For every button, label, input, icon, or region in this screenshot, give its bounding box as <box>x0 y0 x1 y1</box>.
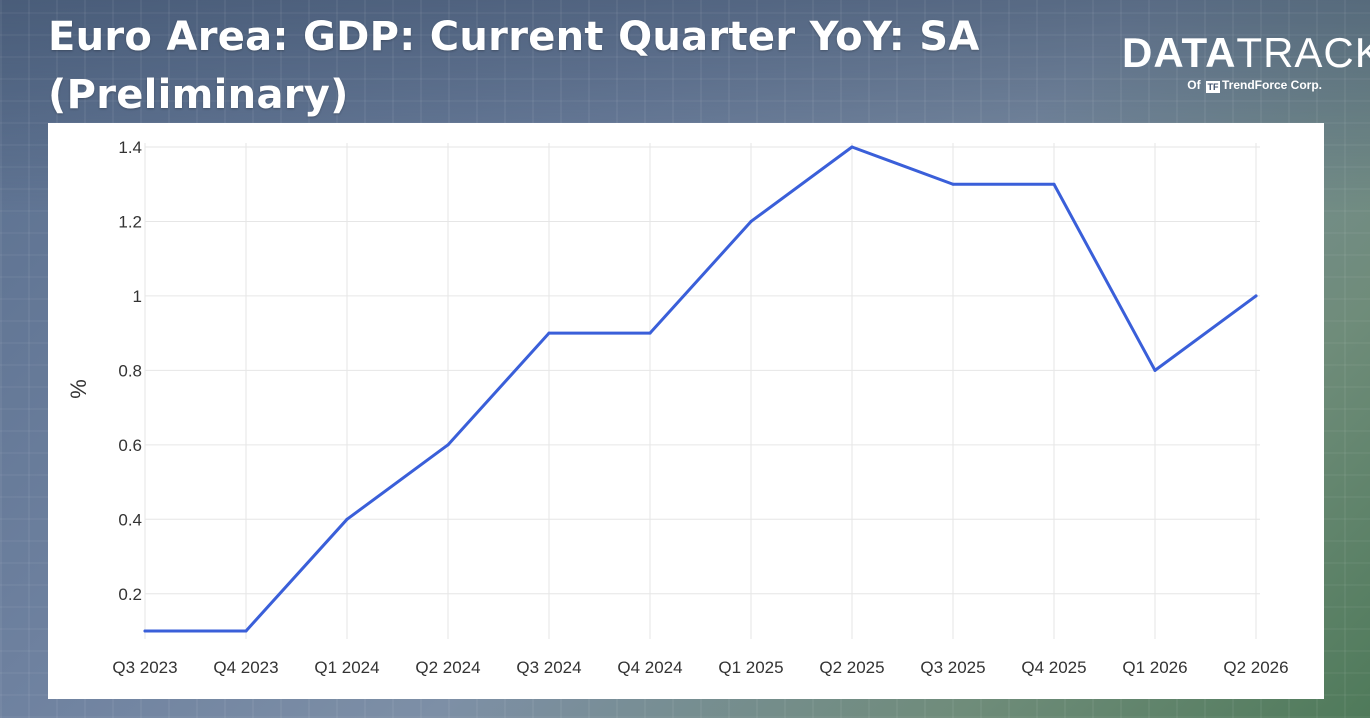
x-tick-label: Q2 2025 <box>819 658 884 677</box>
x-tick-label: Q2 2026 <box>1223 658 1288 677</box>
y-tick-label: 1.4 <box>118 138 142 157</box>
grid-layer <box>144 143 1260 639</box>
trendforce-logo-icon: TF <box>1205 81 1220 93</box>
data-point <box>1153 368 1157 372</box>
x-tick-label: Q4 2024 <box>617 658 682 677</box>
data-point <box>244 629 248 633</box>
y-tick-label: 1 <box>133 287 142 306</box>
y-tick-label: 0.2 <box>118 585 142 604</box>
line-chart: 0.2 0.4 0.6 0.8 1 1.2 1.4 Q3 2023 Q4 2023 Q1 2024… <box>66 138 1289 677</box>
y-axis-title: % <box>66 379 91 399</box>
x-tick-label: Q1 2026 <box>1122 658 1187 677</box>
datatrack-logo: DATATRACK Of TF TrendForce Corp. <box>1122 29 1370 93</box>
data-point <box>547 331 551 335</box>
page-title: Euro Area: GDP: Current Quarter YoY: SA … <box>48 14 980 118</box>
x-tick-label: Q4 2025 <box>1021 658 1086 677</box>
logo-wordmark-bold: DATA <box>1122 29 1237 76</box>
data-point <box>850 145 854 149</box>
x-tick-label: Q4 2023 <box>213 658 278 677</box>
x-tick-label: Q1 2024 <box>314 658 379 677</box>
logo-subtitle: Of TF TrendForce Corp. <box>1122 78 1322 93</box>
y-tick-label: 0.4 <box>118 510 142 529</box>
data-point <box>1052 182 1056 186</box>
data-point <box>1254 294 1258 298</box>
chart-panel: 0.2 0.4 0.6 0.8 1 1.2 1.4 Q3 2023 Q4 2023 Q1 2024… <box>48 123 1324 699</box>
data-point <box>345 517 349 521</box>
data-point <box>143 629 147 633</box>
x-tick-label: Q1 2025 <box>718 658 783 677</box>
logo-wordmark-thin: TRACK <box>1236 29 1370 76</box>
y-tick-label: 0.6 <box>118 436 142 455</box>
x-tick-label: Q2 2024 <box>415 658 480 677</box>
data-point <box>446 443 450 447</box>
series-line <box>143 145 1258 633</box>
logo-sub-company: TrendForce Corp. <box>1221 78 1322 92</box>
y-tick-label: 0.8 <box>118 361 142 380</box>
x-tick-label: Q3 2023 <box>112 658 177 677</box>
data-point <box>951 182 955 186</box>
x-tick-label: Q3 2024 <box>516 658 581 677</box>
logo-wordmark: DATATRACK <box>1122 29 1370 76</box>
logo-sub-prefix: Of <box>1187 78 1201 92</box>
data-point <box>749 219 753 223</box>
axis-layer: 0.2 0.4 0.6 0.8 1 1.2 1.4 Q3 2023 Q4 2023 Q1 2024… <box>66 138 1289 677</box>
x-tick-label: Q3 2025 <box>920 658 985 677</box>
series-layer <box>143 145 1258 633</box>
data-point <box>648 331 652 335</box>
y-tick-label: 1.2 <box>118 212 142 231</box>
